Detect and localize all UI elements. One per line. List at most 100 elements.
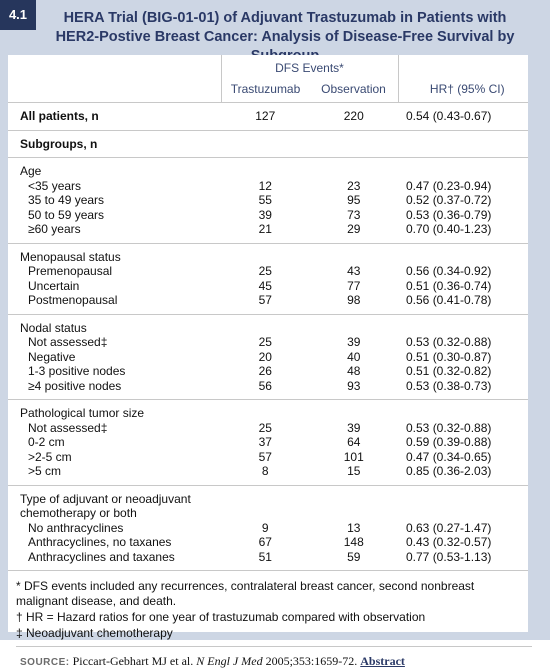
- observation-value: 220: [343, 109, 364, 123]
- trastuzumab-value: 25: [258, 420, 272, 435]
- cell: [397, 61, 528, 76]
- hr-value: 0.63 (0.27-1.47): [406, 520, 492, 535]
- hr-value: 0.70 (0.40-1.23): [406, 222, 492, 236]
- spacer: [8, 157, 528, 164]
- row-label: Postmenopausal: [28, 293, 118, 307]
- observation-value: 98: [347, 293, 361, 307]
- data-row: <35 years 12 23 0.47 (0.23-0.94): [8, 179, 528, 194]
- section-title: Type of adjuvant or neoadjuvant chemothe…: [20, 491, 191, 521]
- cell: [220, 55, 310, 61]
- cell: [220, 96, 310, 103]
- observation-value: 148: [343, 535, 364, 549]
- section-row: Type of adjuvant or neoadjuvant chemothe…: [8, 492, 528, 521]
- row-label: Not assessed‡: [28, 420, 108, 435]
- hr-value: 0.53 (0.32-0.88): [406, 335, 492, 349]
- spacer: [8, 313, 528, 321]
- abstract-link[interactable]: Abstract: [360, 654, 405, 668]
- section-row: Menopausal status: [8, 250, 528, 265]
- hr-value: 0.47 (0.23-0.94): [406, 178, 492, 193]
- hr-value: 0.85 (0.36-2.03): [406, 464, 492, 478]
- data-row: ≥60 years 21 29 0.70 (0.40-1.23): [8, 222, 528, 237]
- trastuzumab-value: 127: [255, 109, 276, 123]
- data-row: ≥4 positive nodes 56 93 0.53 (0.38-0.73): [8, 379, 528, 394]
- section-row: Age: [8, 164, 528, 179]
- observation-value: 64: [347, 435, 361, 449]
- row-label: Anthracyclines and taxanes: [28, 549, 175, 564]
- hr-value: 0.77 (0.53-1.13): [406, 549, 492, 564]
- trastuzumab-value: 56: [258, 378, 272, 393]
- data-row: >5 cm 8 15 0.85 (0.36-2.03): [8, 464, 528, 479]
- trastuzumab-value: 57: [258, 449, 272, 464]
- header-row: Trastuzumab Observation HR† (95% CI): [8, 81, 528, 96]
- cell: [221, 250, 528, 265]
- observation-value: 95: [347, 193, 361, 207]
- cell: [221, 164, 528, 179]
- data-row: Negative 20 40 0.51 (0.30-0.87): [8, 350, 528, 365]
- hr-value: 0.56 (0.34-0.92): [406, 264, 492, 278]
- source-citation: 2005;353:1659-72.: [265, 654, 358, 668]
- data-row: No anthracyclines 9 13 0.63 (0.27-1.47): [8, 521, 528, 536]
- trastuzumab-value: 67: [258, 535, 272, 549]
- footnote: * DFS events included any recurrences, c…: [16, 579, 475, 608]
- data-row: Premenopausal 25 43 0.56 (0.34-0.92): [8, 264, 528, 279]
- section-title: Age: [20, 164, 42, 178]
- section-row: Nodal status: [8, 321, 528, 336]
- trastuzumab-value: 37: [258, 435, 272, 449]
- cell: [8, 61, 221, 76]
- observation-value: 29: [347, 222, 361, 236]
- trastuzumab-value: 45: [258, 278, 272, 293]
- cell: [221, 321, 528, 336]
- hr-value: 0.53 (0.38-0.73): [406, 378, 492, 393]
- subgroups-label: Subgroups, n: [20, 136, 98, 151]
- data-row: 1-3 positive nodes 26 48 0.51 (0.32-0.82): [8, 364, 528, 379]
- observation-value: 13: [347, 520, 361, 535]
- source-authors: Piccart-Gebhart MJ et al.: [72, 654, 194, 668]
- hr-value: 0.54 (0.43-0.67): [406, 109, 492, 123]
- column-header: HR† (95% CI): [397, 81, 528, 96]
- row-label: ≥60 years: [28, 222, 81, 236]
- badge: 4.1: [0, 0, 36, 30]
- spacer: [8, 96, 528, 103]
- cell: [8, 157, 528, 164]
- row-label: Uncertain: [28, 278, 80, 293]
- spacer: [8, 102, 528, 109]
- row-label: >2-5 cm: [28, 449, 72, 464]
- trastuzumab-value: 9: [261, 520, 269, 535]
- observation-value: 15: [347, 464, 361, 478]
- section-title: Menopausal status: [20, 249, 121, 264]
- row-label: 0-2 cm: [28, 435, 65, 449]
- observation-value: 39: [347, 335, 361, 349]
- row-label: Anthracyclines, no taxanes: [28, 535, 172, 549]
- all-patients-row: All patients, n 127 220 0.54 (0.43-0.67): [8, 109, 528, 124]
- trastuzumab-value: 57: [258, 293, 272, 307]
- row-label: 50 to 59 years: [28, 207, 105, 222]
- data-row: Uncertain 45 77 0.51 (0.36-0.74): [8, 279, 528, 294]
- spacer: [8, 570, 528, 577]
- hr-value: 0.51 (0.36-0.74): [406, 278, 492, 293]
- row-label: 1-3 positive nodes: [28, 364, 126, 378]
- cell: [397, 96, 528, 103]
- row-label: >5 cm: [28, 464, 62, 478]
- row-label: No anthracyclines: [28, 520, 124, 535]
- row-label: <35 years: [28, 178, 82, 193]
- observation-value: 43: [347, 264, 361, 278]
- cell: [397, 75, 528, 82]
- column-header: Observation: [321, 81, 386, 96]
- observation-value: 40: [347, 349, 361, 364]
- trastuzumab-value: 25: [258, 335, 272, 349]
- footnote: † HR = Hazard ratios for one year of tra…: [16, 610, 426, 624]
- data-row: 50 to 59 years 39 73 0.53 (0.36-0.79): [8, 208, 528, 223]
- trastuzumab-value: 55: [258, 193, 272, 207]
- cell: [220, 75, 310, 82]
- spacer: [8, 55, 528, 61]
- observation-value: 77: [347, 278, 361, 293]
- observation-value: 93: [347, 378, 361, 393]
- header-row: DFS Events*: [8, 61, 528, 76]
- row-label: All patients, n: [20, 109, 99, 123]
- trastuzumab-value: 12: [258, 178, 272, 193]
- row-label: Negative: [28, 349, 76, 364]
- section-row: Pathological tumor size: [8, 406, 528, 421]
- observation-value: 48: [347, 364, 361, 378]
- trastuzumab-value: 25: [258, 264, 272, 278]
